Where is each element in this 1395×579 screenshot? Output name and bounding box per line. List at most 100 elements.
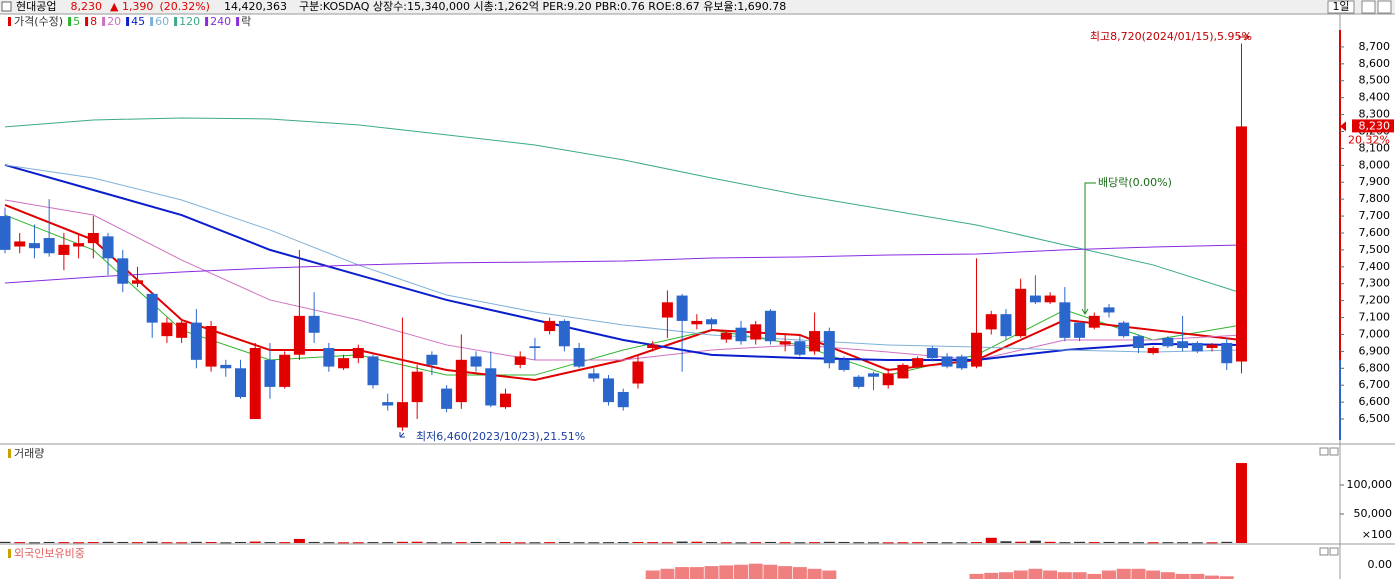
- info: 구분:KOSDAQ 상장수:15,340,000 시총:1,262억 PER:9…: [299, 0, 786, 13]
- bar: [485, 542, 497, 544]
- y-tick-label: 7,600: [1359, 226, 1391, 239]
- moving-average-line: [4, 203, 1242, 381]
- bar: [1087, 573, 1102, 579]
- bar: [603, 542, 615, 544]
- bar: [1160, 572, 1175, 579]
- dividend-arrow: [1081, 182, 1096, 315]
- bar: [529, 542, 541, 544]
- bar: [822, 570, 837, 579]
- bar: [1057, 572, 1072, 579]
- header-text: 현대공업 8,230 ▲ 1,390 (20.32%) 14,420,363 구분:KOS…: [16, 0, 786, 13]
- bar: [704, 566, 719, 579]
- y-tick-label: 6,900: [1359, 344, 1391, 357]
- candle-body: [809, 331, 821, 352]
- y-tick-label: 7,200: [1359, 294, 1391, 307]
- bar: [426, 542, 438, 544]
- panel-button[interactable]: [1329, 547, 1339, 556]
- last-price-tag: [1352, 119, 1394, 133]
- bar: [984, 572, 999, 579]
- legend-swatch: [8, 549, 11, 558]
- candle-body: [956, 356, 968, 369]
- legend-label: 240: [210, 15, 231, 28]
- candle-body: [161, 322, 173, 337]
- y-tick-label: 7,700: [1359, 209, 1391, 222]
- bar: [748, 563, 763, 579]
- candle-body: [146, 293, 158, 323]
- candle-body: [131, 280, 143, 284]
- change-pct: (20.32%): [159, 0, 210, 13]
- candle-body: [499, 393, 511, 408]
- bar: [779, 542, 791, 544]
- candle-body: [323, 347, 335, 367]
- y-tick-label: 6,600: [1359, 395, 1391, 408]
- candle-body: [235, 368, 247, 398]
- candle-body: [470, 356, 482, 367]
- candle-body: [1059, 302, 1071, 338]
- candle-body: [1118, 322, 1130, 337]
- candle-body: [603, 378, 615, 403]
- candle-body: [1147, 347, 1159, 354]
- change: ▲ 1,390: [110, 0, 153, 13]
- panel-button[interactable]: [1319, 547, 1329, 556]
- legend-swatch: [102, 17, 106, 26]
- y-tick-label: 8,500: [1359, 74, 1391, 87]
- candle-body: [1191, 342, 1203, 352]
- last-price-pointer: [1340, 121, 1346, 132]
- y-tick-label: 8,700: [1359, 40, 1391, 53]
- candle-body: [264, 359, 276, 387]
- bar: [1191, 542, 1203, 544]
- candle-body: [14, 241, 26, 247]
- candle-body: [706, 319, 718, 325]
- candle-body: [1074, 322, 1086, 338]
- y-tick-label: 8,100: [1359, 141, 1391, 154]
- candle-body: [205, 325, 217, 367]
- bar: [720, 542, 732, 544]
- bar: [719, 565, 734, 579]
- legend-label: 가격(수정): [14, 15, 63, 28]
- period-button[interactable]: [1327, 0, 1355, 14]
- candle-body: [426, 354, 438, 365]
- panel-button[interactable]: [1319, 447, 1329, 456]
- panel-button[interactable]: [1329, 447, 1339, 456]
- period[interactable]: 1일: [1332, 0, 1349, 13]
- bar: [1013, 570, 1028, 579]
- candle-body: [691, 320, 703, 325]
- candle-body: [794, 341, 806, 355]
- bar: [352, 542, 364, 544]
- candle-body: [676, 295, 688, 321]
- bar: [235, 541, 247, 543]
- bar: [323, 542, 335, 544]
- candle-body: [823, 331, 835, 364]
- legend-swatch: [236, 17, 240, 26]
- bar: [912, 542, 924, 544]
- bar: [220, 542, 232, 544]
- candle-body: [1177, 341, 1189, 348]
- bar: [558, 542, 570, 544]
- legend-swatch: [126, 17, 130, 26]
- candle-body: [455, 359, 467, 403]
- window-button[interactable]: [1361, 0, 1376, 14]
- bar: [1088, 542, 1100, 544]
- candle-body: [926, 347, 938, 359]
- bar: [763, 564, 778, 579]
- bar: [764, 541, 776, 543]
- bar: [161, 542, 173, 544]
- panel-title: 외국인보유비중: [14, 547, 85, 560]
- bar: [87, 542, 99, 544]
- bar: [176, 542, 188, 544]
- moving-average-line: [4, 117, 1242, 294]
- bar: [1206, 542, 1218, 544]
- candle-body: [529, 346, 541, 348]
- candle-body: [573, 347, 585, 367]
- candle-body: [1162, 337, 1174, 347]
- axis-label: 0.00: [1368, 558, 1393, 571]
- window-button[interactable]: [1377, 0, 1392, 14]
- bar: [661, 542, 673, 544]
- bar: [573, 542, 585, 544]
- y-tick-label: 8,600: [1359, 57, 1391, 70]
- bar: [367, 542, 379, 544]
- y-tick-label: 8,000: [1359, 158, 1391, 171]
- candle-body: [1235, 126, 1247, 362]
- candle-body: [1029, 295, 1041, 303]
